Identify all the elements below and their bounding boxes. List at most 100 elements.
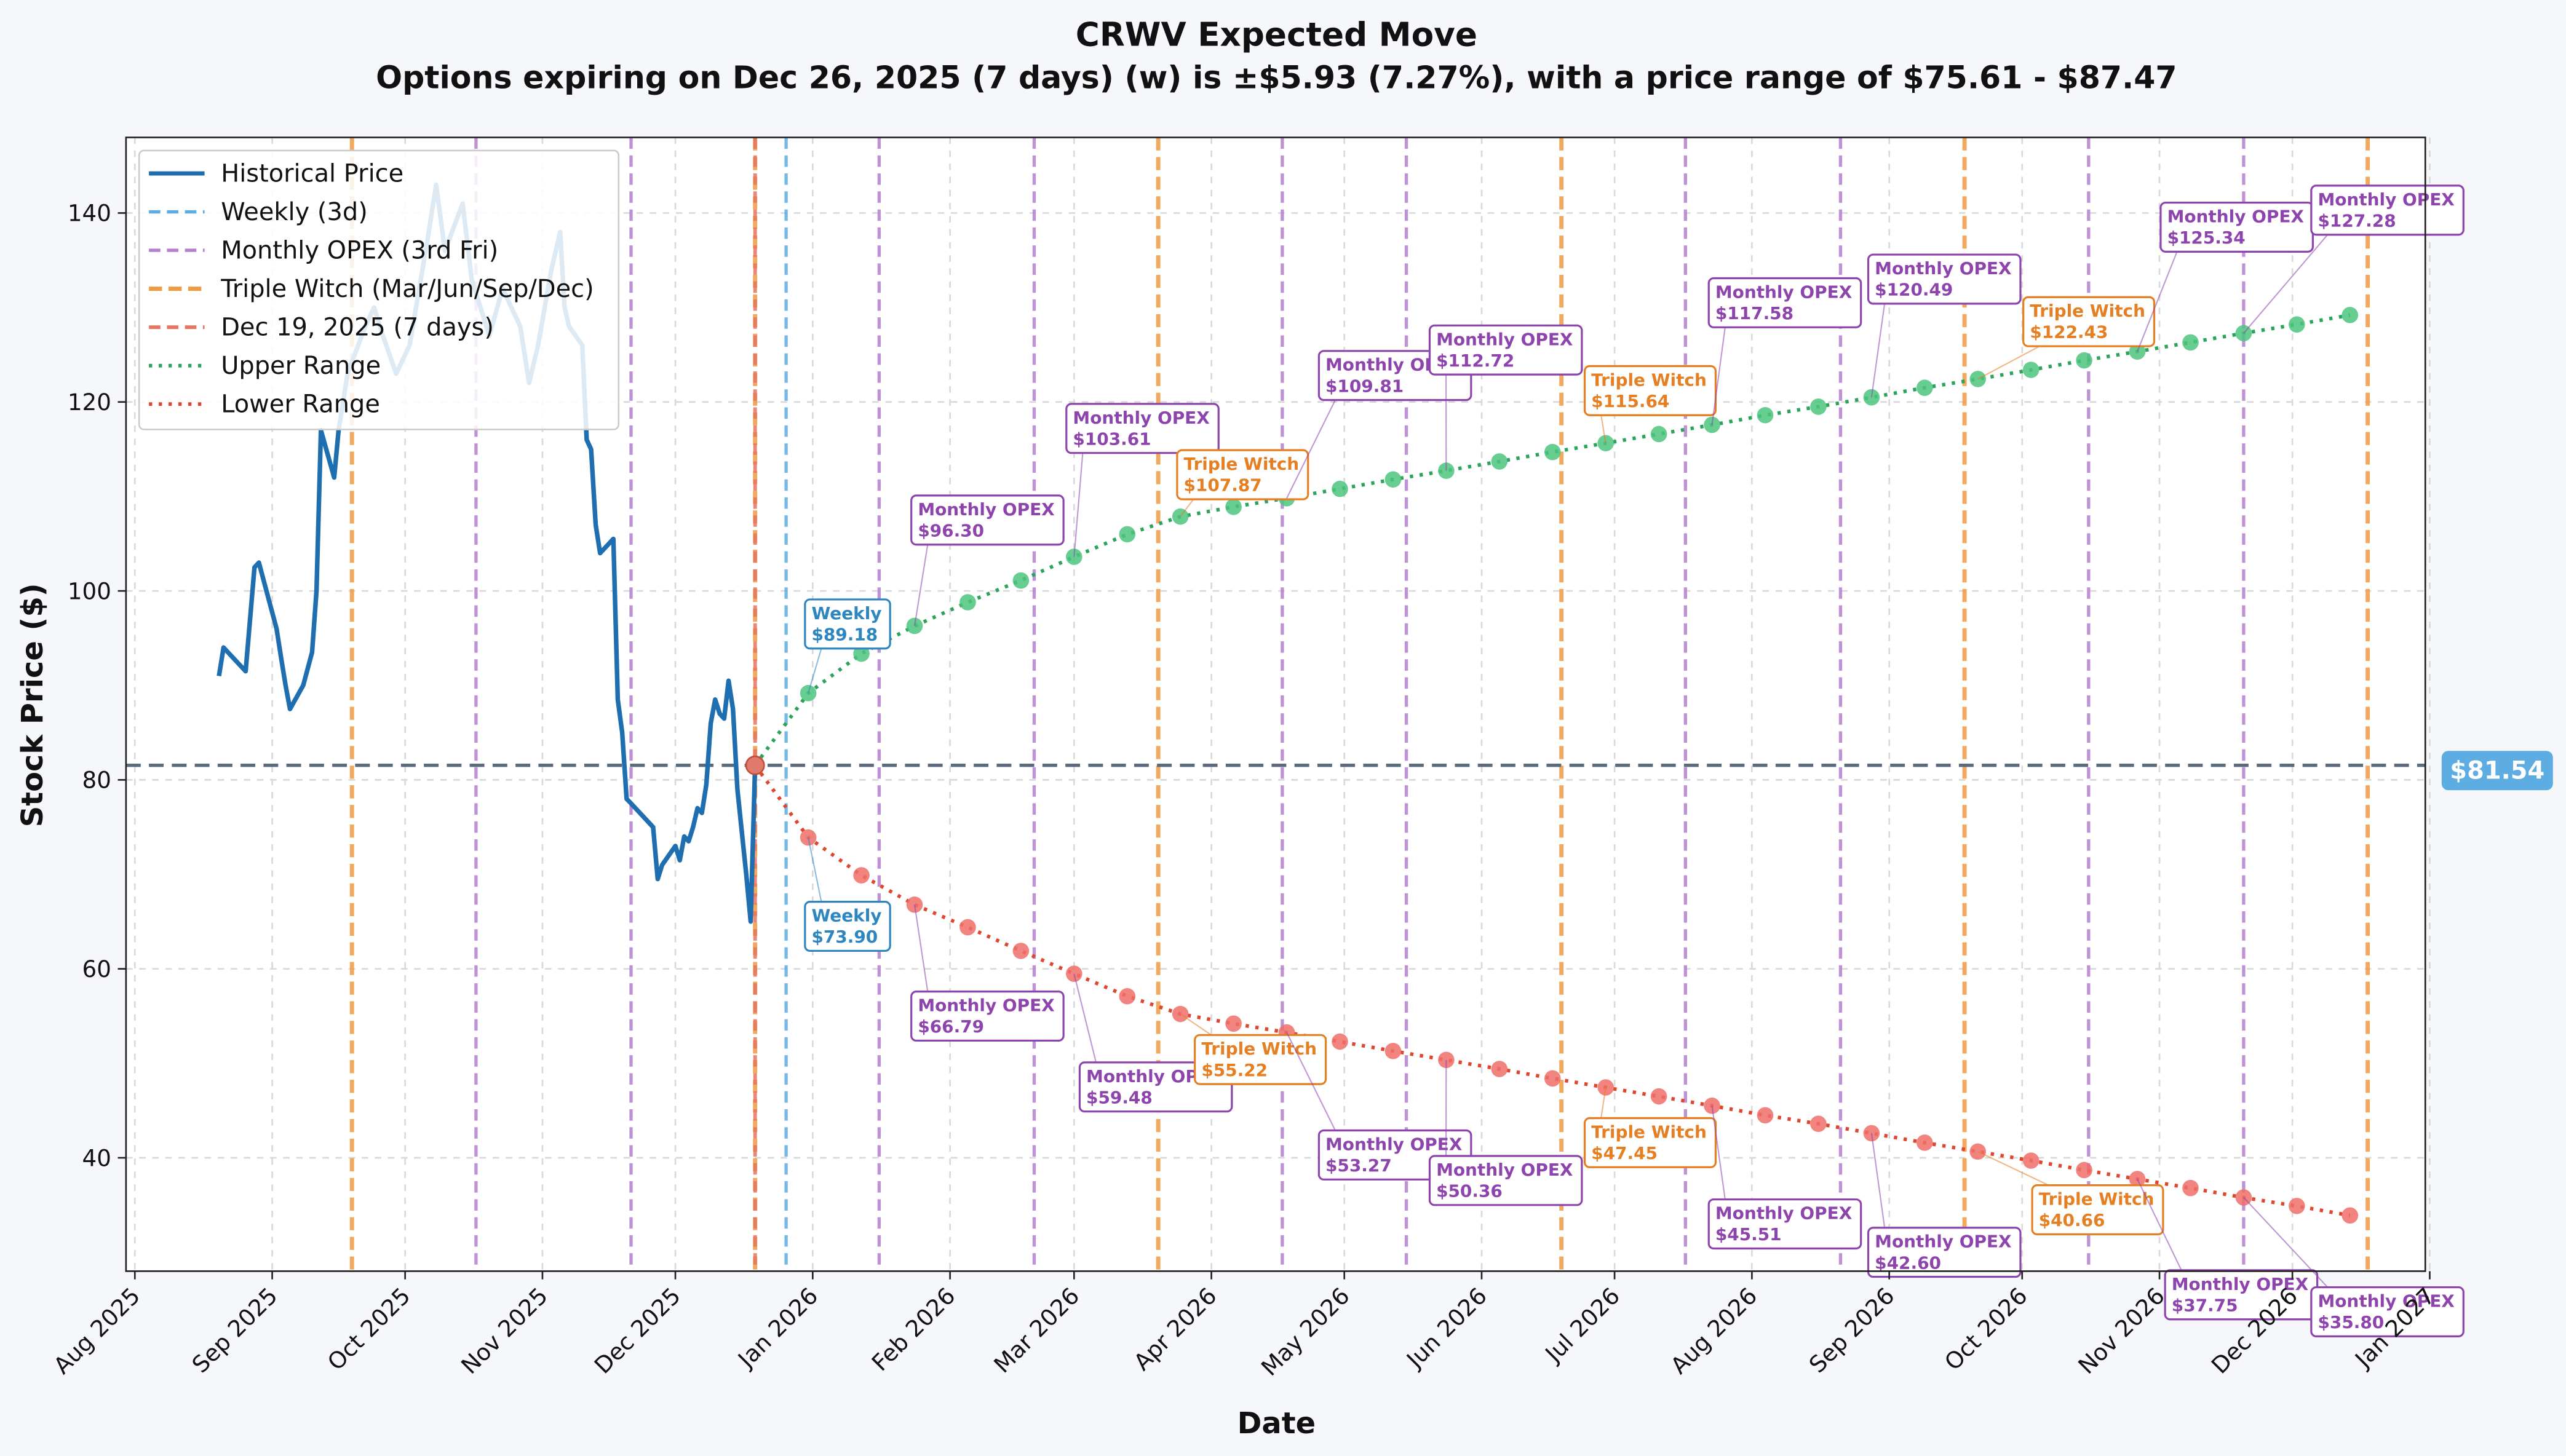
annotation-box	[910, 991, 1065, 1042]
y-tick-label: 100	[68, 577, 111, 604]
lower-range-point	[2289, 1198, 2305, 1214]
y-tick-label: 60	[82, 956, 111, 983]
annotation-value: $115.64	[1591, 391, 1669, 411]
annotation-title: Monthly OPEX	[2172, 1274, 2308, 1294]
annotation-box	[804, 598, 891, 650]
upper-range-point	[2129, 343, 2146, 360]
current-price-point	[745, 755, 765, 775]
lower-range-point	[2182, 1179, 2199, 1197]
annotation-leader	[913, 904, 929, 992]
annotation-box	[1707, 277, 1862, 328]
legend-label: Historical Price	[221, 159, 403, 188]
upper-range-point	[2022, 362, 2040, 378]
triple-annotation: Triple Witch$47.45	[1583, 1087, 1717, 1168]
upper-range-point	[1119, 526, 1136, 543]
annotation-title: Triple Witch	[1184, 454, 1300, 474]
upper-range-point	[2289, 316, 2305, 333]
upper-range-point	[1491, 453, 1508, 470]
annotation-value: $50.36	[1436, 1181, 1503, 1201]
annotation-value: $73.90	[811, 927, 878, 947]
annotation-value: $53.27	[1325, 1155, 1392, 1176]
monthly-annotation: Monthly OPEX$35.80	[2243, 1197, 2465, 1337]
upper-range-point	[2076, 352, 2092, 369]
upper-range-point	[2182, 334, 2199, 351]
monthly-annotation: Monthly OPEX$125.34	[2137, 201, 2314, 352]
annotation-leader	[808, 648, 822, 694]
annotation-leader	[2243, 1197, 2329, 1288]
current-price-badge: $81.54	[2441, 751, 2553, 791]
annotation-leader	[1870, 303, 1886, 398]
annotation-value: $40.66	[2039, 1210, 2105, 1230]
lower-range-point	[1544, 1070, 1561, 1087]
annotation-value: $37.75	[2172, 1295, 2238, 1315]
triple-annotation: Triple Witch$107.87	[1176, 449, 1309, 517]
monthly-annotation: Monthly OPEX$45.51	[1707, 1106, 1862, 1250]
chart-title: CRWV Expected Move	[1076, 16, 1477, 54]
annotation-box	[1065, 403, 1220, 454]
weekly-annotation: Weekly$73.90	[804, 837, 891, 952]
lower-range-point	[959, 919, 976, 936]
legend-label: Weekly (3d)	[221, 198, 368, 226]
lower-range-point	[800, 829, 817, 846]
annotation-box	[1428, 1155, 1583, 1206]
lower-range-point	[1119, 987, 1136, 1005]
grid	[125, 137, 2431, 1272]
annotation-title: Monthly OPEX	[2318, 1291, 2454, 1311]
annotation-leader	[1073, 453, 1084, 557]
annotation-leader	[2243, 234, 2329, 334]
monthly-annotation: Monthly OPEX$37.75	[2137, 1179, 2319, 1321]
annotation-value: $127.28	[2318, 210, 2396, 231]
monthly-annotation: Monthly OPEX$66.79	[910, 904, 1065, 1042]
lower-range-point	[1916, 1134, 1933, 1151]
upper-range-point	[1863, 389, 1880, 406]
annotation-title: Monthly OPEX	[2167, 206, 2304, 226]
weekly-annotation: Weekly$89.18	[804, 598, 891, 694]
annotation-leader	[2137, 251, 2178, 352]
y-tick-label: 40	[82, 1144, 111, 1171]
annotation-value: $96.30	[918, 520, 984, 540]
annotation-value: $120.49	[1875, 280, 1953, 300]
upper-range-point	[959, 594, 976, 611]
annotation-title: Monthly OPEX	[1436, 1160, 1573, 1180]
annotation-title: Triple Witch	[1591, 1122, 1707, 1142]
annotation-value: $109.81	[1325, 376, 1404, 396]
annotation-title: Weekly	[811, 906, 881, 926]
lower-range-point	[1012, 943, 1030, 959]
annotation-leader	[808, 837, 822, 902]
current-price-label: $81.54	[2450, 757, 2544, 785]
lower-range-point	[2022, 1152, 2040, 1169]
annotation-leader	[1600, 1087, 1607, 1118]
upper-range-point	[1916, 379, 1933, 397]
lower-range-point	[1810, 1115, 1827, 1132]
annotation-box	[2022, 296, 2156, 347]
legend: Historical Price Weekly (3d) Monthly OPEX …	[138, 149, 620, 430]
lower-range-point	[1384, 1043, 1402, 1059]
lower-range-point	[853, 867, 870, 884]
monthly-annotation: Monthly OPEX$96.30	[910, 494, 1065, 627]
triple-annotation: Triple Witch$115.64	[1583, 365, 1717, 443]
upper-range-point	[1810, 398, 1827, 415]
annotation-value: $47.45	[1591, 1143, 1658, 1163]
annotation-title: Monthly OPEX	[1875, 258, 2011, 279]
annotation-value: $125.34	[2167, 228, 2246, 248]
annotation-leader	[1286, 400, 1336, 499]
upper-range-point	[1332, 480, 1348, 497]
lower-range-point	[2342, 1207, 2359, 1224]
annotation-value: $35.80	[2318, 1312, 2384, 1332]
annotation-title: Monthly OPEX	[1073, 408, 1209, 428]
annotation-box	[2310, 1286, 2465, 1337]
upper-range-point	[906, 617, 923, 635]
annotation-leader	[1600, 415, 1607, 443]
annotation-title: Triple Witch	[2039, 1189, 2155, 1209]
annotation-title: Monthly OPEX	[1715, 282, 1852, 302]
legend-label: Upper Range	[221, 352, 381, 380]
annotation-box	[1867, 1227, 2022, 1278]
annotation-box	[1707, 1198, 1862, 1250]
annotation-box	[2031, 1184, 2164, 1236]
triple-annotation: Triple Witch$122.43	[1977, 296, 2156, 380]
annotation-leader	[1180, 499, 1194, 517]
annotation-value: $66.79	[918, 1016, 984, 1037]
annotation-box	[1078, 1061, 1233, 1113]
